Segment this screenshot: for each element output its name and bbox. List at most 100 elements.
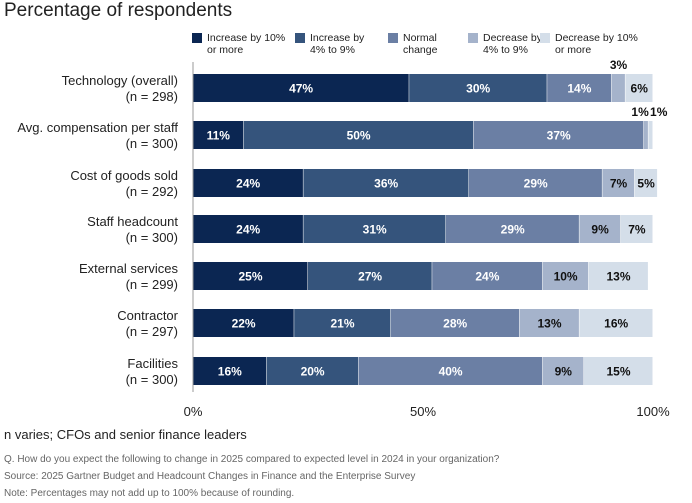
data-label: 47% xyxy=(289,82,313,96)
legend-item: Decrease by 4% to 9% xyxy=(468,32,542,56)
bar-segment xyxy=(243,121,474,149)
category-n-label: (n = 292) xyxy=(126,184,178,199)
legend-swatch xyxy=(540,33,550,43)
category-label: Avg. compensation per staff xyxy=(17,120,178,135)
bar-segment xyxy=(358,357,543,385)
bar-segment xyxy=(193,121,244,149)
data-label: 25% xyxy=(238,270,262,284)
bar-segment xyxy=(588,262,648,290)
bar-segment xyxy=(579,309,653,337)
data-label: 29% xyxy=(501,223,525,237)
data-label: 36% xyxy=(374,177,398,191)
data-label: 22% xyxy=(232,317,256,331)
bar-segment xyxy=(266,357,359,385)
chart-title: Percentage of respondents xyxy=(4,0,233,21)
data-label: 9% xyxy=(591,223,609,237)
data-label: 6% xyxy=(631,82,649,96)
category-label: Facilities xyxy=(127,356,178,371)
data-label: 27% xyxy=(358,270,382,284)
legend-label: Decrease by 10% or more xyxy=(555,32,638,56)
bar-segment xyxy=(602,169,635,197)
bar-segment xyxy=(303,169,469,197)
bar-segment xyxy=(547,74,612,102)
legend-item: Normal change xyxy=(388,32,437,56)
data-label: 24% xyxy=(475,270,499,284)
category-n-label: (n = 297) xyxy=(126,324,178,339)
bar-segment xyxy=(390,309,520,337)
data-label: 15% xyxy=(606,365,630,379)
data-label: 37% xyxy=(547,129,571,143)
bar-segment xyxy=(519,309,579,337)
data-label: 13% xyxy=(537,317,561,331)
bar-segment xyxy=(634,169,658,197)
data-label: 3% xyxy=(610,58,628,72)
data-label: 5% xyxy=(637,177,655,191)
bar-segment xyxy=(303,215,446,243)
chart-subtitle: n varies; CFOs and senior finance leader… xyxy=(4,427,247,442)
category-n-label: (n = 300) xyxy=(126,230,178,245)
x-tick-label: 50% xyxy=(410,404,436,419)
legend-swatch xyxy=(388,33,398,43)
data-label: 50% xyxy=(347,129,371,143)
legend-swatch xyxy=(295,33,305,43)
legend-label: Increase by 10% or more xyxy=(207,32,286,56)
bar-segment xyxy=(620,215,653,243)
legend-label: Increase by 4% to 9% xyxy=(310,32,365,56)
data-label: 7% xyxy=(610,177,628,191)
category-n-label: (n = 298) xyxy=(126,89,178,104)
bar-segment xyxy=(308,262,432,290)
x-tick-label: 0% xyxy=(184,404,203,419)
data-label: 1% xyxy=(631,105,649,119)
legend-item: Increase by 4% to 9% xyxy=(295,32,364,56)
data-label: 1% xyxy=(650,105,668,119)
bar-segment xyxy=(584,357,653,385)
legend-item: Decrease by 10% or more xyxy=(540,32,638,56)
data-label: 20% xyxy=(301,365,325,379)
footnote-question: Q. How do you expect the following to ch… xyxy=(4,454,500,465)
bar-segment xyxy=(579,215,621,243)
bar-segment xyxy=(193,262,308,290)
bar-segment xyxy=(446,215,579,243)
data-label: 16% xyxy=(218,365,242,379)
bar-segment xyxy=(648,121,653,149)
bar-segment xyxy=(409,74,547,102)
data-label: 30% xyxy=(466,82,490,96)
bar-segment xyxy=(611,74,625,102)
legend-item: Increase by 10% or more xyxy=(192,32,285,56)
legend-label: Decrease by 4% to 9% xyxy=(483,32,542,56)
data-label: 24% xyxy=(236,177,260,191)
category-label: Technology (overall) xyxy=(62,73,178,88)
bar-segment xyxy=(193,169,303,197)
category-n-label: (n = 300) xyxy=(126,136,178,151)
footnote-source: Source: 2025 Gartner Budget and Headcoun… xyxy=(4,471,416,482)
bar-segment xyxy=(542,357,584,385)
category-n-label: (n = 299) xyxy=(126,277,178,292)
category-label: Staff headcount xyxy=(87,214,178,229)
data-label: 24% xyxy=(236,223,260,237)
data-label: 11% xyxy=(207,129,231,143)
data-label: 13% xyxy=(606,270,630,284)
data-label: 28% xyxy=(443,317,467,331)
bar-segment xyxy=(432,262,543,290)
data-label: 40% xyxy=(439,365,463,379)
data-label: 9% xyxy=(555,365,573,379)
bar-segment xyxy=(294,309,391,337)
data-label: 29% xyxy=(524,177,548,191)
data-label: 14% xyxy=(567,82,591,96)
category-label: External services xyxy=(79,261,178,276)
bar-segment xyxy=(193,309,294,337)
x-tick-label: 100% xyxy=(636,404,670,419)
legend-label: Normal change xyxy=(403,32,438,56)
bar-segment xyxy=(542,262,589,290)
data-label: 10% xyxy=(554,270,578,284)
footnote-note: Note: Percentages may not add up to 100%… xyxy=(4,488,295,499)
bar-segment xyxy=(193,215,303,243)
bar-segment xyxy=(625,74,653,102)
category-label: Contractor xyxy=(117,308,178,323)
legend-swatch xyxy=(192,33,202,43)
bar-segment xyxy=(193,357,267,385)
data-label: 16% xyxy=(604,317,628,331)
data-label: 7% xyxy=(628,223,646,237)
bar-segment xyxy=(469,169,602,197)
